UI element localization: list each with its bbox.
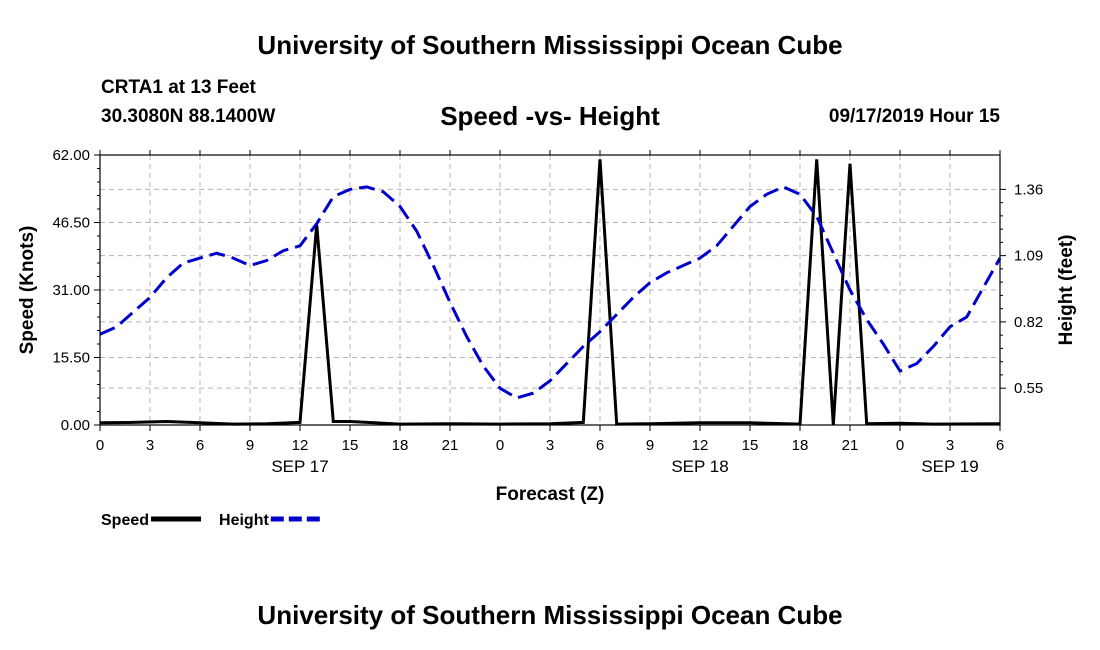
speed-series-line [99, 159, 1001, 426]
y2-axis-label: Height (feet) [1056, 235, 1077, 346]
y2-tick-label: 0.55 [1014, 380, 1043, 397]
x-tick-label: 18 [792, 437, 809, 454]
x-tick-label: 3 [946, 437, 954, 454]
x-tick-label: 0 [96, 437, 104, 454]
footer-title: University of Southern Mississippi Ocean… [257, 600, 843, 630]
x-date-label: SEP 18 [671, 457, 728, 476]
y-tick-label: 62.00 [52, 147, 90, 164]
y-axis-label: Speed (Knots) [17, 226, 38, 355]
station-label: CRTA1 at 13 Feet [101, 77, 256, 98]
x-tick-label: 3 [546, 437, 554, 454]
page-title: University of Southern Mississippi Ocean… [257, 30, 843, 60]
chart-title: Speed -vs- Height [440, 101, 660, 131]
x-tick-label: 3 [146, 437, 154, 454]
axis-layer: 0 3 6 9 12 15 18 21 0 3 6 9 12 15 18 21 0 3 6 SEP 17 SEP 18 S… [52, 147, 1043, 476]
y-tick-label: 15.50 [52, 350, 90, 367]
y2-tick-label: 1.36 [1014, 181, 1043, 198]
x-tick-label: 12 [292, 437, 309, 454]
x-tick-label: 18 [392, 437, 409, 454]
x-tick-label: 6 [196, 437, 204, 454]
legend: Speed Height [101, 512, 321, 529]
height-series-line [99, 185, 1002, 400]
y2-tick-label: 0.82 [1014, 314, 1043, 331]
legend-label: Height [219, 512, 269, 529]
y-tick-label: 31.00 [52, 282, 90, 299]
x-tick-label: 0 [896, 437, 904, 454]
y-tick-label: 46.50 [52, 215, 90, 232]
legend-label: Speed [101, 512, 149, 529]
y2-tick-label: 1.09 [1014, 248, 1043, 265]
x-date-label: SEP 19 [921, 457, 978, 476]
forecast-timestamp: 09/17/2019 Hour 15 [828, 106, 1000, 127]
x-tick-label: 6 [596, 437, 604, 454]
x-axis-label: Forecast (Z) [496, 484, 605, 505]
x-tick-label: 9 [246, 437, 254, 454]
x-tick-label: 9 [646, 437, 654, 454]
x-tick-label: 0 [496, 437, 504, 454]
station-coordinates: 30.3080N 88.1400W [101, 106, 276, 127]
series-layer [99, 159, 1002, 426]
x-tick-label: 6 [996, 437, 1004, 454]
x-tick-label: 21 [842, 437, 859, 454]
x-tick-label: 12 [692, 437, 709, 454]
x-date-label: SEP 17 [271, 457, 328, 476]
y-tick-label: 0.00 [61, 417, 90, 434]
grid-layer [100, 155, 1000, 425]
x-tick-label: 15 [742, 437, 759, 454]
x-tick-label: 21 [442, 437, 459, 454]
x-tick-label: 15 [342, 437, 359, 454]
